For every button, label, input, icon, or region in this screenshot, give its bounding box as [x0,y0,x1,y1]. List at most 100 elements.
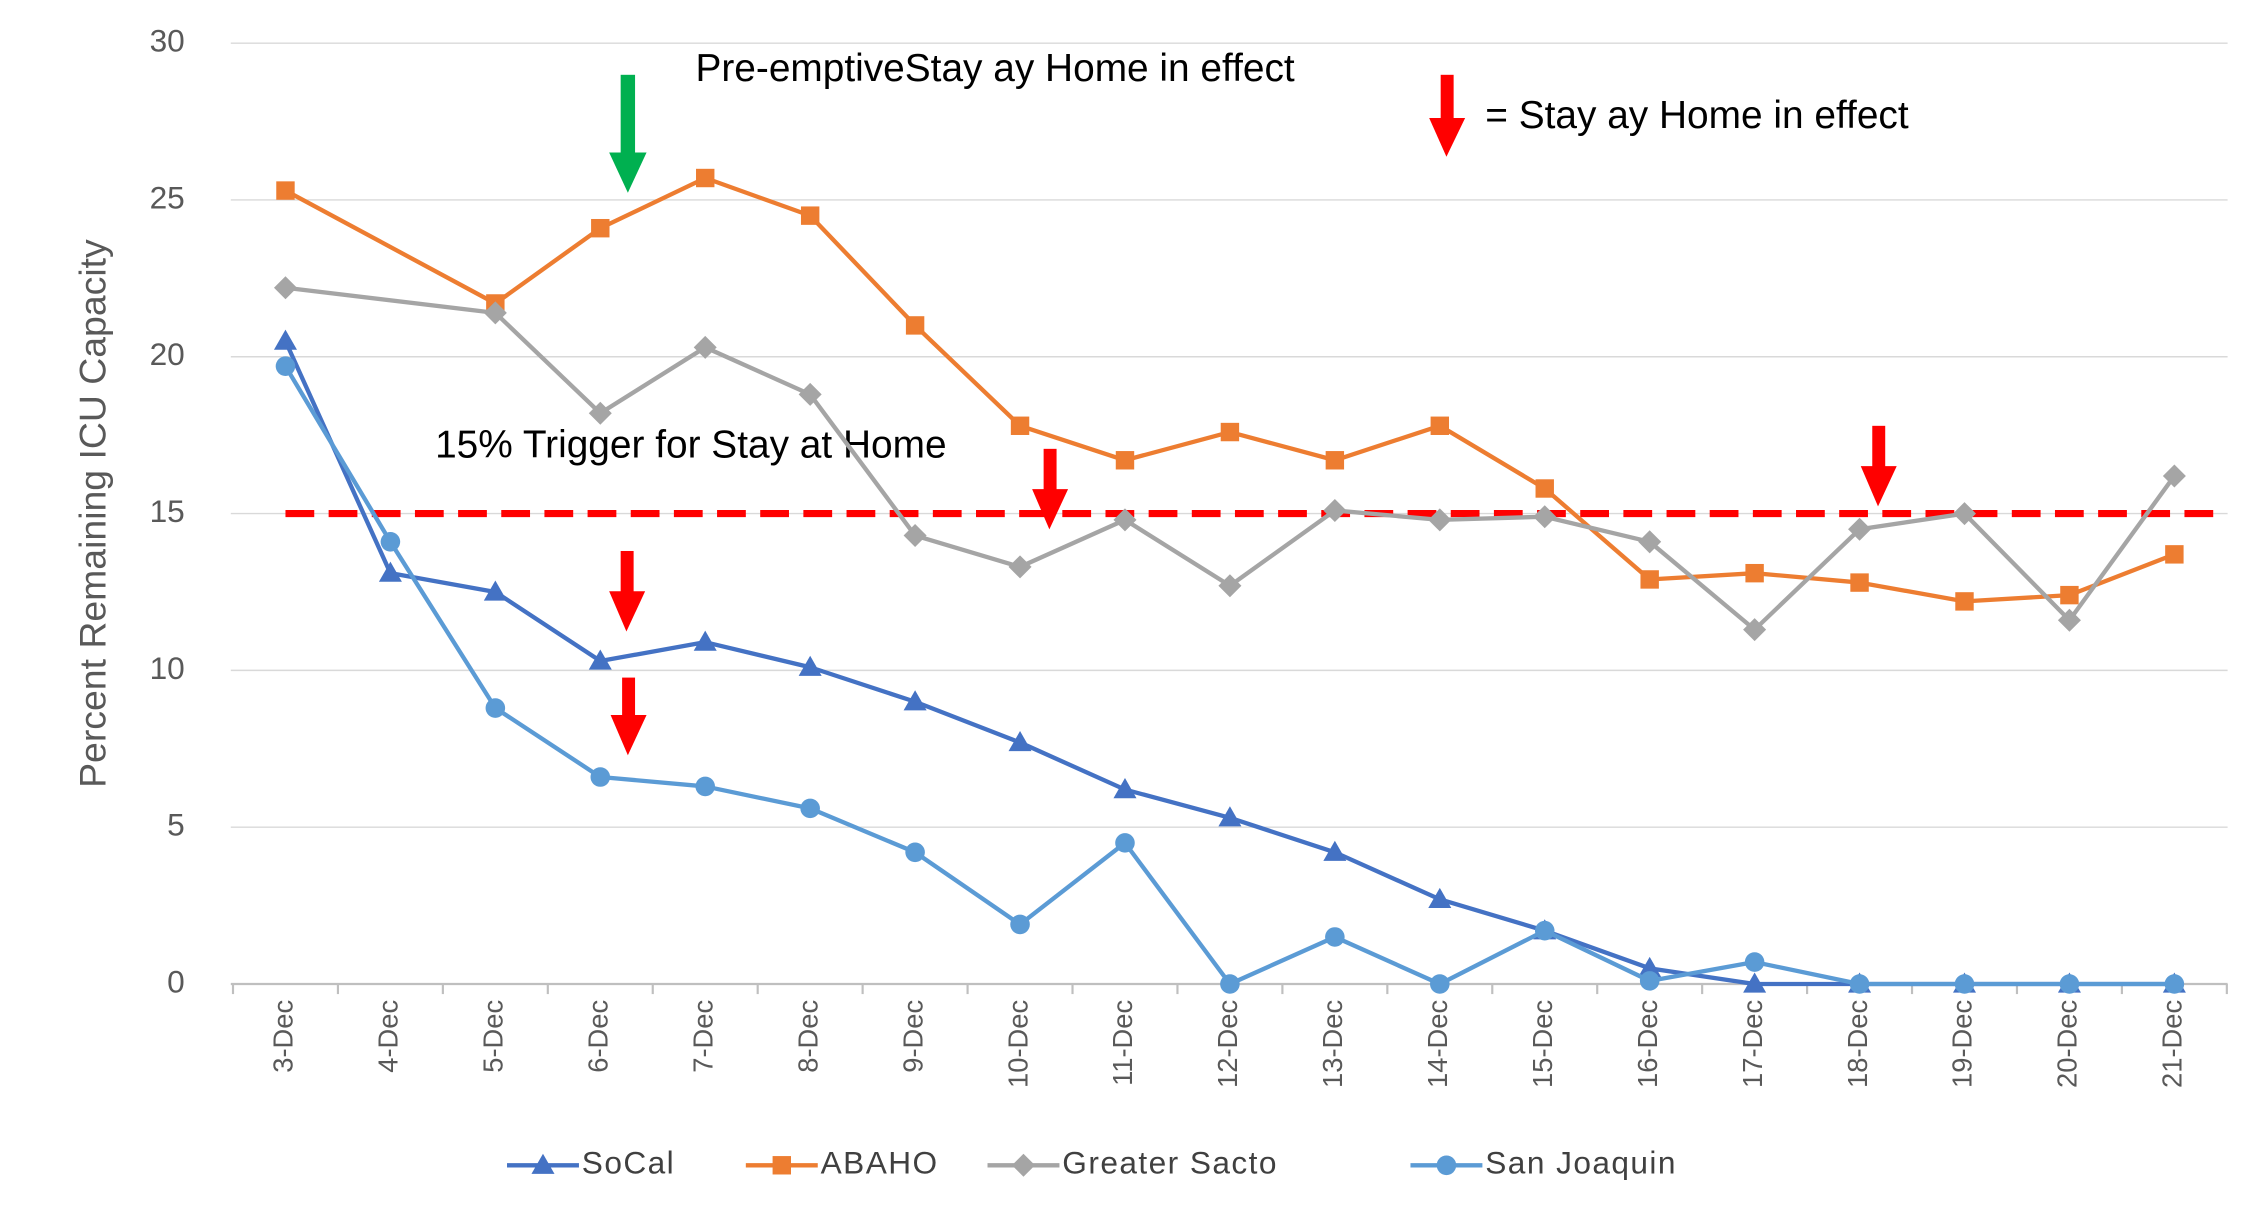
marker [1743,972,1767,993]
marker [1743,618,1767,642]
marker [696,168,715,188]
arrows [609,74,1897,756]
marker [1848,517,1872,541]
marker [588,401,612,425]
marker [588,649,612,670]
marker [1428,887,1452,908]
marker [798,655,822,676]
marker [1010,416,1030,435]
marker [273,276,297,300]
y-tick-label: 20 [150,336,185,372]
red-arrow [610,677,647,756]
marker [2060,585,2079,605]
marker [1325,451,1345,470]
marker [1952,502,1977,526]
x-tick-label: 11-Dec [1107,1000,1138,1086]
y-tick-label: 30 [150,23,185,59]
marker [275,356,296,376]
marker [1323,840,1347,861]
marker [1220,422,1240,442]
x-tick-label: 8-Dec [792,1000,823,1073]
marker [1639,971,1660,991]
marker [591,218,610,238]
marker [1534,920,1555,941]
x-tick-label: 16-Dec [1632,1000,1663,1088]
legend-label: SoCal [582,1145,675,1181]
x-tick-label: 17-Dec [1737,1000,1768,1088]
marker [2162,464,2186,488]
marker [1430,974,1450,994]
x-tick-label: 3-Dec [268,1000,299,1073]
marker [1640,570,1659,589]
marker [1533,505,1557,529]
red-arrow [1429,74,1466,157]
legend-label: Greater Sacto [1062,1145,1278,1181]
marker [1428,508,1452,532]
marker [1430,416,1450,435]
x-tick-label: 10-Dec [1002,1000,1033,1088]
y-tick-label: 10 [150,650,185,686]
red-arrow [609,550,646,632]
legend-marker [1436,1155,1457,1176]
marker [590,767,611,787]
legend-label: ABAHO [821,1145,939,1181]
marker [905,316,925,335]
marker [1638,530,1662,554]
marker [2165,545,2184,564]
red-arrow [1032,448,1069,530]
x-tick-label: 7-Dec [687,1000,718,1073]
series-line [284,175,2176,604]
marker [483,580,507,601]
marker [1115,451,1135,470]
marker [1850,573,1869,592]
marker [1745,563,1764,583]
marker [1220,974,1240,994]
series-line [285,285,2177,632]
red-arrow [1860,425,1897,507]
annotation: Pre-emptiveStay ay Home in effect [695,47,1294,90]
marker [903,524,927,548]
marker [1638,956,1662,977]
marker [1115,833,1135,853]
marker [1113,508,1137,532]
x-tick-label: 19-Dec [1947,1000,1978,1088]
marker [1849,974,1870,994]
marker [693,630,717,651]
marker [273,329,297,350]
marker [1744,952,1765,972]
x-tick-label: 5-Dec [478,1000,509,1073]
threshold-label: 15% Trigger for Stay at Home [435,424,946,467]
x-tick-label: 15-Dec [1527,1000,1558,1088]
x-tick-label: 21-Dec [2157,1000,2188,1088]
marker [1010,914,1030,935]
green-arrow [609,74,647,193]
marker [1325,927,1345,947]
x-tick-label: 14-Dec [1422,1000,1453,1088]
marker [1218,806,1242,827]
marker [276,181,295,200]
marker [2057,608,2081,632]
x-tick-label: 18-Dec [1842,1000,1873,1088]
legend-marker [1011,1153,1035,1177]
marker [2164,974,2185,994]
y-tick-label: 25 [150,179,185,215]
x-tick-label: 13-Dec [1317,1000,1348,1088]
x-tick-label: 20-Dec [2052,1000,2083,1088]
marker [1954,974,1975,994]
marker [2059,974,2080,994]
x-tick-label: 9-Dec [897,1000,928,1073]
x-tick-label: 4-Dec [373,1000,404,1073]
legend-marker [531,1153,555,1174]
marker [695,776,716,797]
marker [903,690,927,711]
marker [378,561,402,582]
marker [1535,479,1554,498]
marker [1008,731,1032,752]
marker [380,532,401,552]
y-tick-label: 5 [167,807,185,843]
marker [905,842,925,863]
legend-label: San Joaquin [1485,1145,1677,1181]
x-tick-label: 6-Dec [583,1000,614,1073]
